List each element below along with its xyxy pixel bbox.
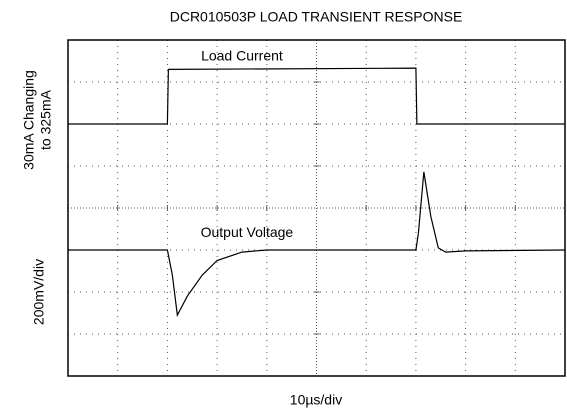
trace xyxy=(68,67,565,125)
plot-frame xyxy=(67,39,566,377)
trace-label: Output Voltage xyxy=(201,224,294,240)
trace-label: Load Current xyxy=(201,48,283,64)
y-axis-label: to 325mA xyxy=(38,89,54,150)
trace xyxy=(68,171,566,318)
y-axis-label: 200mV/div xyxy=(31,259,47,325)
chart-title: DCR010503P LOAD TRANSIENT RESPONSE xyxy=(170,9,463,25)
y-axis-label: 30mA Changing xyxy=(21,70,37,170)
x-axis-label: 10µs/div xyxy=(290,392,342,408)
